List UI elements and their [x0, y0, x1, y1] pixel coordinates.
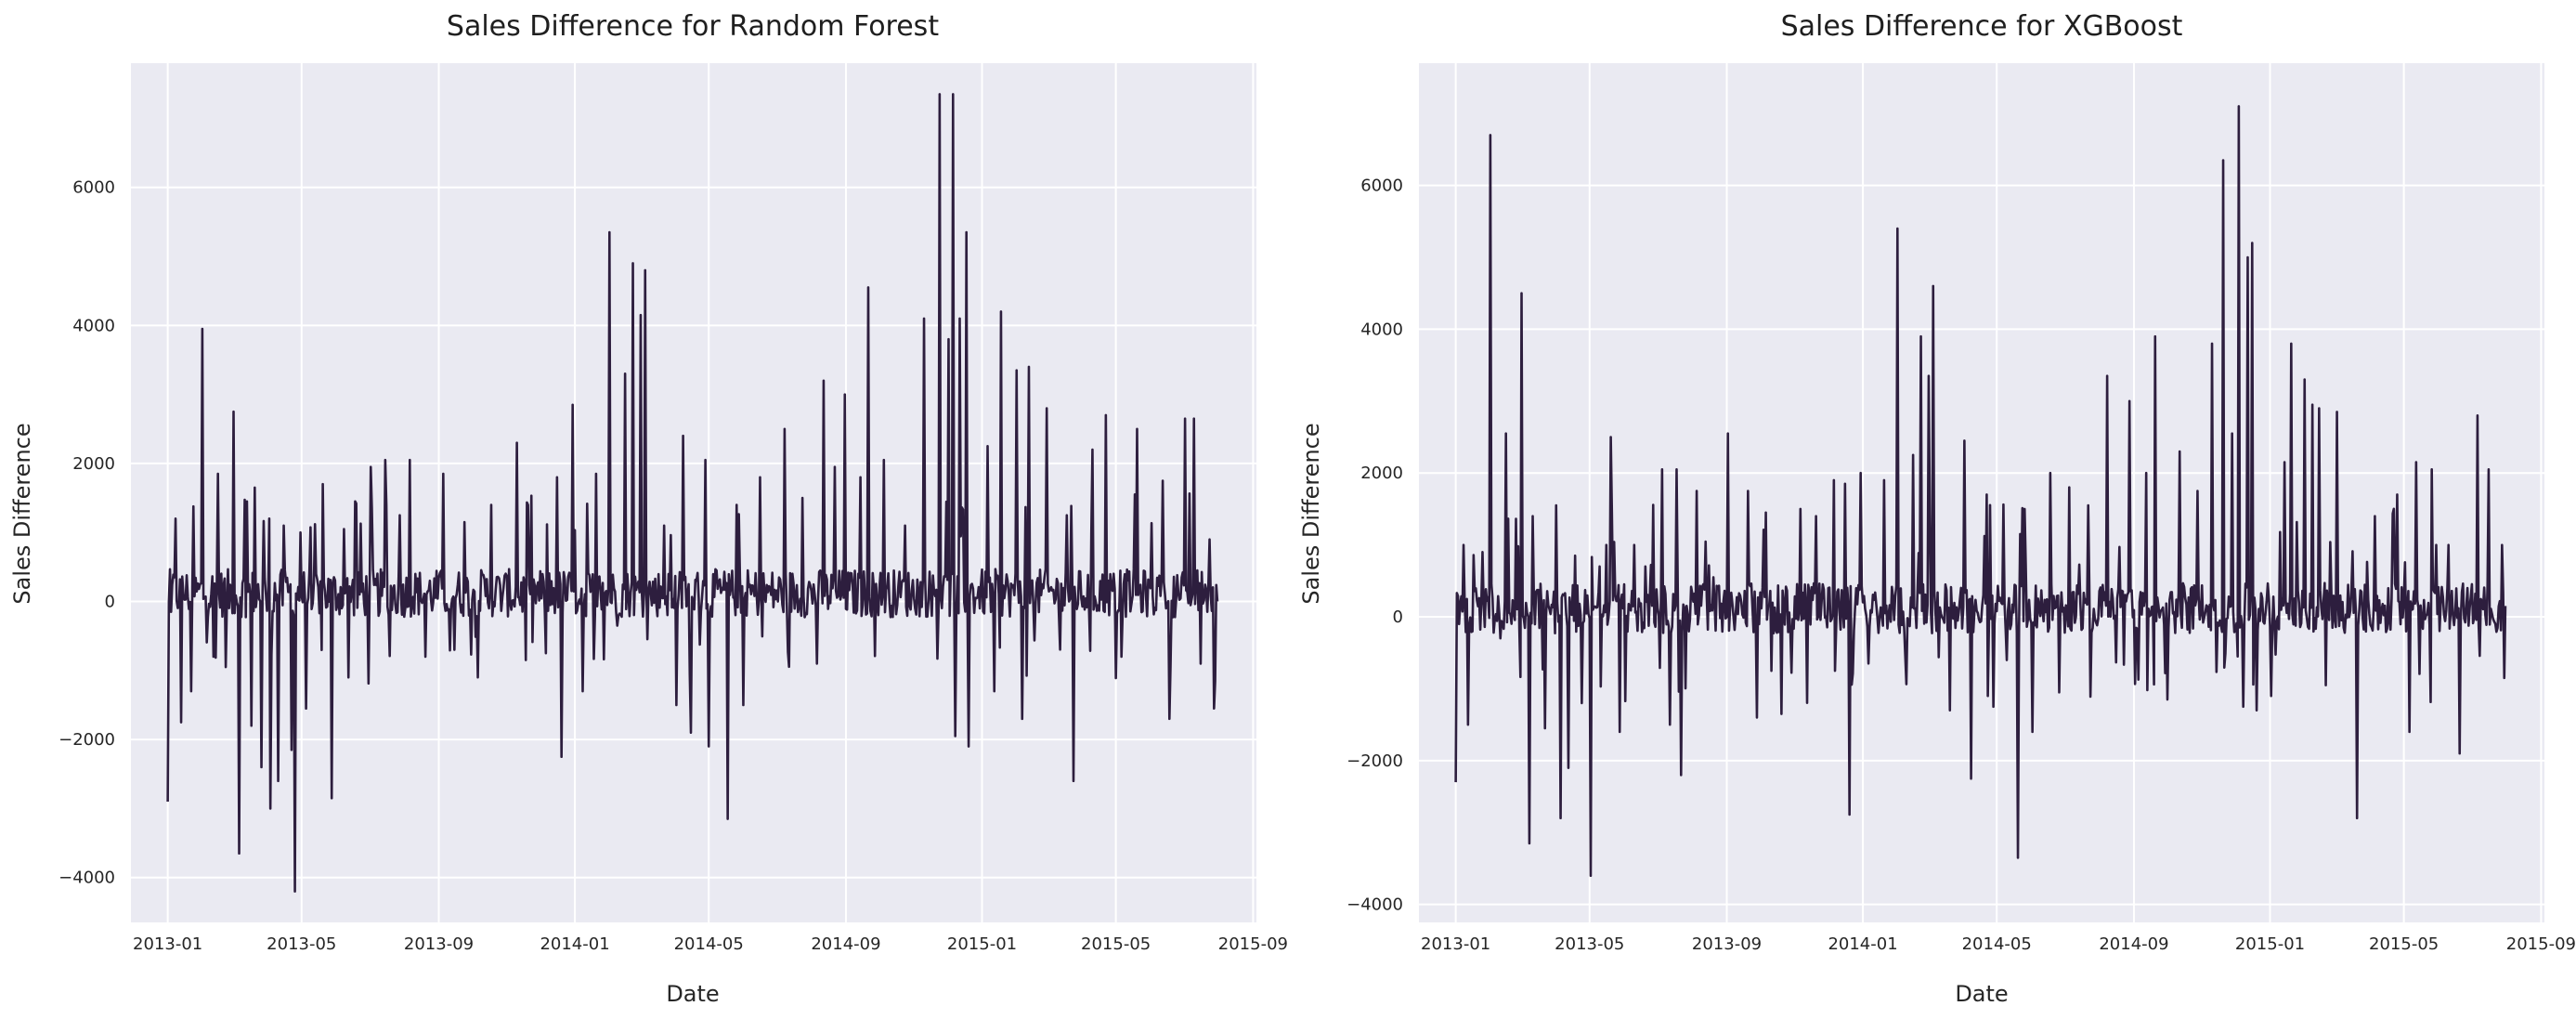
x-tick-label: 2014-09	[811, 934, 880, 954]
y-tick-label: 4000	[72, 316, 115, 335]
x-tick-label: 2015-09	[2506, 934, 2576, 954]
x-tick-label: 2014-05	[674, 934, 744, 954]
x-tick-labels: 2013-01 2013-05 2013-09 2014-01 2014-05 2014-…	[1421, 934, 2576, 954]
y-tick-label: 2000	[1360, 464, 1403, 483]
y-tick-labels: −4000 −2000 0 2000 4000 6000	[1347, 176, 1403, 915]
x-tick-label: 2013-01	[133, 934, 202, 954]
y-tick-label: 0	[105, 593, 115, 612]
x-tick-label: 2015-05	[2369, 934, 2439, 954]
y-tick-label: 0	[1393, 607, 1403, 627]
x-axis-label: Date	[666, 981, 719, 1007]
series-line	[166, 93, 1219, 893]
x-tick-label: 2013-09	[1692, 934, 1762, 954]
y-tick-label: 4000	[1360, 320, 1403, 339]
x-tick-label: 2014-01	[1828, 934, 1897, 954]
chart-xgboost: Sales Difference for XGBoost 2013-01 2013…	[1298, 10, 2576, 1007]
y-tick-label: −2000	[59, 730, 115, 750]
series-line	[1454, 105, 2507, 877]
y-tick-label: 6000	[72, 178, 115, 198]
x-tick-label: 2014-09	[2099, 934, 2168, 954]
y-tick-label: 6000	[1360, 176, 1403, 196]
y-axis-label: Sales Difference	[9, 423, 35, 604]
x-tick-label: 2015-01	[947, 934, 1017, 954]
chart-random-forest: Sales Difference for Random Forest 2013-…	[9, 10, 1288, 1007]
x-tick-label: 2013-09	[404, 934, 474, 954]
x-tick-label: 2015-09	[1218, 934, 1288, 954]
y-axis-label: Sales Difference	[1298, 423, 1324, 604]
x-tick-label: 2013-05	[1555, 934, 1624, 954]
y-tick-label: −4000	[1347, 895, 1403, 915]
x-tick-label: 2013-01	[1421, 934, 1490, 954]
x-tick-label: 2015-01	[2235, 934, 2305, 954]
y-tick-label: −2000	[1347, 751, 1403, 771]
grid-lines	[1419, 63, 2544, 922]
chart-title: Sales Difference for XGBoost	[1781, 10, 2183, 43]
x-axis-label: Date	[1955, 981, 2008, 1007]
y-tick-label: 2000	[72, 454, 115, 474]
y-tick-labels: −4000 −2000 0 2000 4000 6000	[59, 178, 115, 888]
plot-area	[131, 63, 1256, 922]
y-tick-label: −4000	[59, 869, 115, 888]
x-tick-label: 2013-05	[267, 934, 336, 954]
x-tick-label: 2015-05	[1081, 934, 1151, 954]
x-tick-label: 2014-01	[540, 934, 609, 954]
x-tick-label: 2014-05	[1962, 934, 2032, 954]
x-tick-labels: 2013-01 2013-05 2013-09 2014-01 2014-05 2014-…	[133, 934, 1288, 954]
chart-title: Sales Difference for Random Forest	[447, 10, 939, 43]
plot-area	[1419, 63, 2544, 922]
